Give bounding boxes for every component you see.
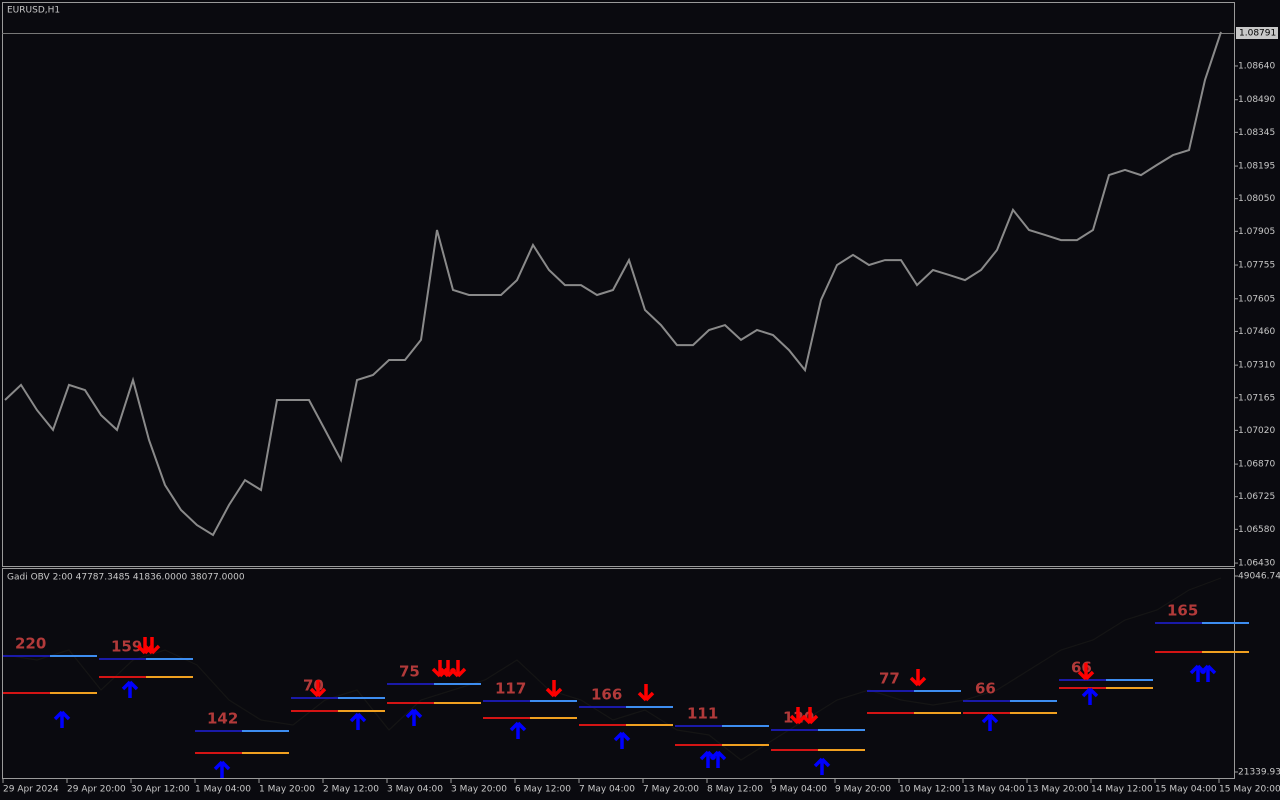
sell-arrow [143,637,161,655]
buy-arrow [509,721,527,739]
y-tick-label: 49046.749 [1238,571,1280,581]
x-tick-label: 30 Apr 12:00 [131,785,190,795]
zone-count: 220 [15,634,46,652]
x-tick-label: 15 May 04:00 [1155,785,1217,795]
zone-count: 117 [495,679,526,697]
zone-count: 166 [591,686,622,704]
y-tick-label: 1.08050 [1238,194,1275,204]
x-tick-label: 7 May 20:00 [643,785,699,795]
sell-arrow [801,707,819,725]
x-tick-label: 10 May 12:00 [899,785,961,795]
x-tick-label: 1 May 04:00 [195,785,251,795]
y-tick-label: 1.08195 [1238,162,1275,172]
y-tick-label: 1.07905 [1238,227,1275,237]
sell-arrow [309,680,327,698]
price-line-series [4,31,1222,537]
sell-arrow [637,684,655,702]
zone-count: 165 [1167,601,1198,619]
x-tick-label: 6 May 12:00 [515,785,571,795]
indicator-pane [2,568,1235,779]
indicator-title: Gadi OBV 2:00 47787.3485 41836.0000 3807… [7,573,245,583]
x-tick-label: 9 May 04:00 [771,785,827,795]
y-tick-label: 1.07165 [1238,393,1275,403]
zone-count: 77 [879,670,900,688]
y-tick-label: 1.08345 [1238,128,1275,138]
buy-arrow [709,750,727,768]
y-tick-label: 1.07755 [1238,261,1275,271]
x-tick-label: 8 May 12:00 [707,785,763,795]
x-tick-label: 29 Apr 2024 [3,785,59,795]
zone-count: 66 [975,679,996,697]
price-tag [1236,27,1278,39]
zone-count: 142 [207,709,238,727]
sell-arrow [449,660,467,678]
x-tick-label: 13 May 20:00 [1027,785,1089,795]
y-tick-label: 1.06870 [1238,460,1275,470]
buy-arrow [213,760,231,778]
y-tick-label: 1.07460 [1238,327,1275,337]
sell-arrow [1077,663,1095,681]
buy-arrow [349,712,367,730]
y-tick-label: 1.08640 [1238,61,1275,71]
y-tick-label: 1.08490 [1238,95,1275,105]
y-tick-label: 1.07020 [1238,426,1275,436]
y-tick-label: 1.06430 [1238,559,1275,569]
y-tick-label: 1.06580 [1238,525,1275,535]
y-tick-label: 21339.932 [1238,768,1280,778]
buy-arrow [813,757,831,775]
buy-arrow [1081,687,1099,705]
x-tick-label: 7 May 04:00 [579,785,635,795]
x-tick-label: 2 May 12:00 [323,785,379,795]
x-tick-label: 14 May 12:00 [1091,785,1153,795]
buy-arrow [121,680,139,698]
x-tick-label: 9 May 20:00 [835,785,891,795]
price-tag-label: 1.08791 [1239,29,1276,39]
y-tick-label: 1.07310 [1238,361,1275,371]
x-tick-label: 1 May 20:00 [259,785,315,795]
zone-count: 111 [687,704,718,722]
x-tick-label: 3 May 20:00 [451,785,507,795]
x-tick-label: 29 Apr 20:00 [67,785,126,795]
buy-arrow [981,713,999,731]
price-pane [2,2,1235,567]
x-tick-label: 3 May 04:00 [387,785,443,795]
sell-arrow [909,669,927,687]
buy-arrow [53,710,71,728]
buy-arrow [1199,664,1217,682]
buy-arrow [613,731,631,749]
obv-line [4,577,1222,761]
x-tick-label: 15 May 20:00 [1219,785,1280,795]
zone-count: 75 [399,662,420,680]
chart-title: EURUSD,H1 [7,6,60,16]
y-tick-label: 1.07605 [1238,294,1275,304]
buy-arrow [405,708,423,726]
sell-arrow [545,680,563,698]
zone-count: 159 [111,637,142,655]
x-tick-label: 13 May 04:00 [963,785,1025,795]
y-tick-label: 1.06725 [1238,492,1275,502]
